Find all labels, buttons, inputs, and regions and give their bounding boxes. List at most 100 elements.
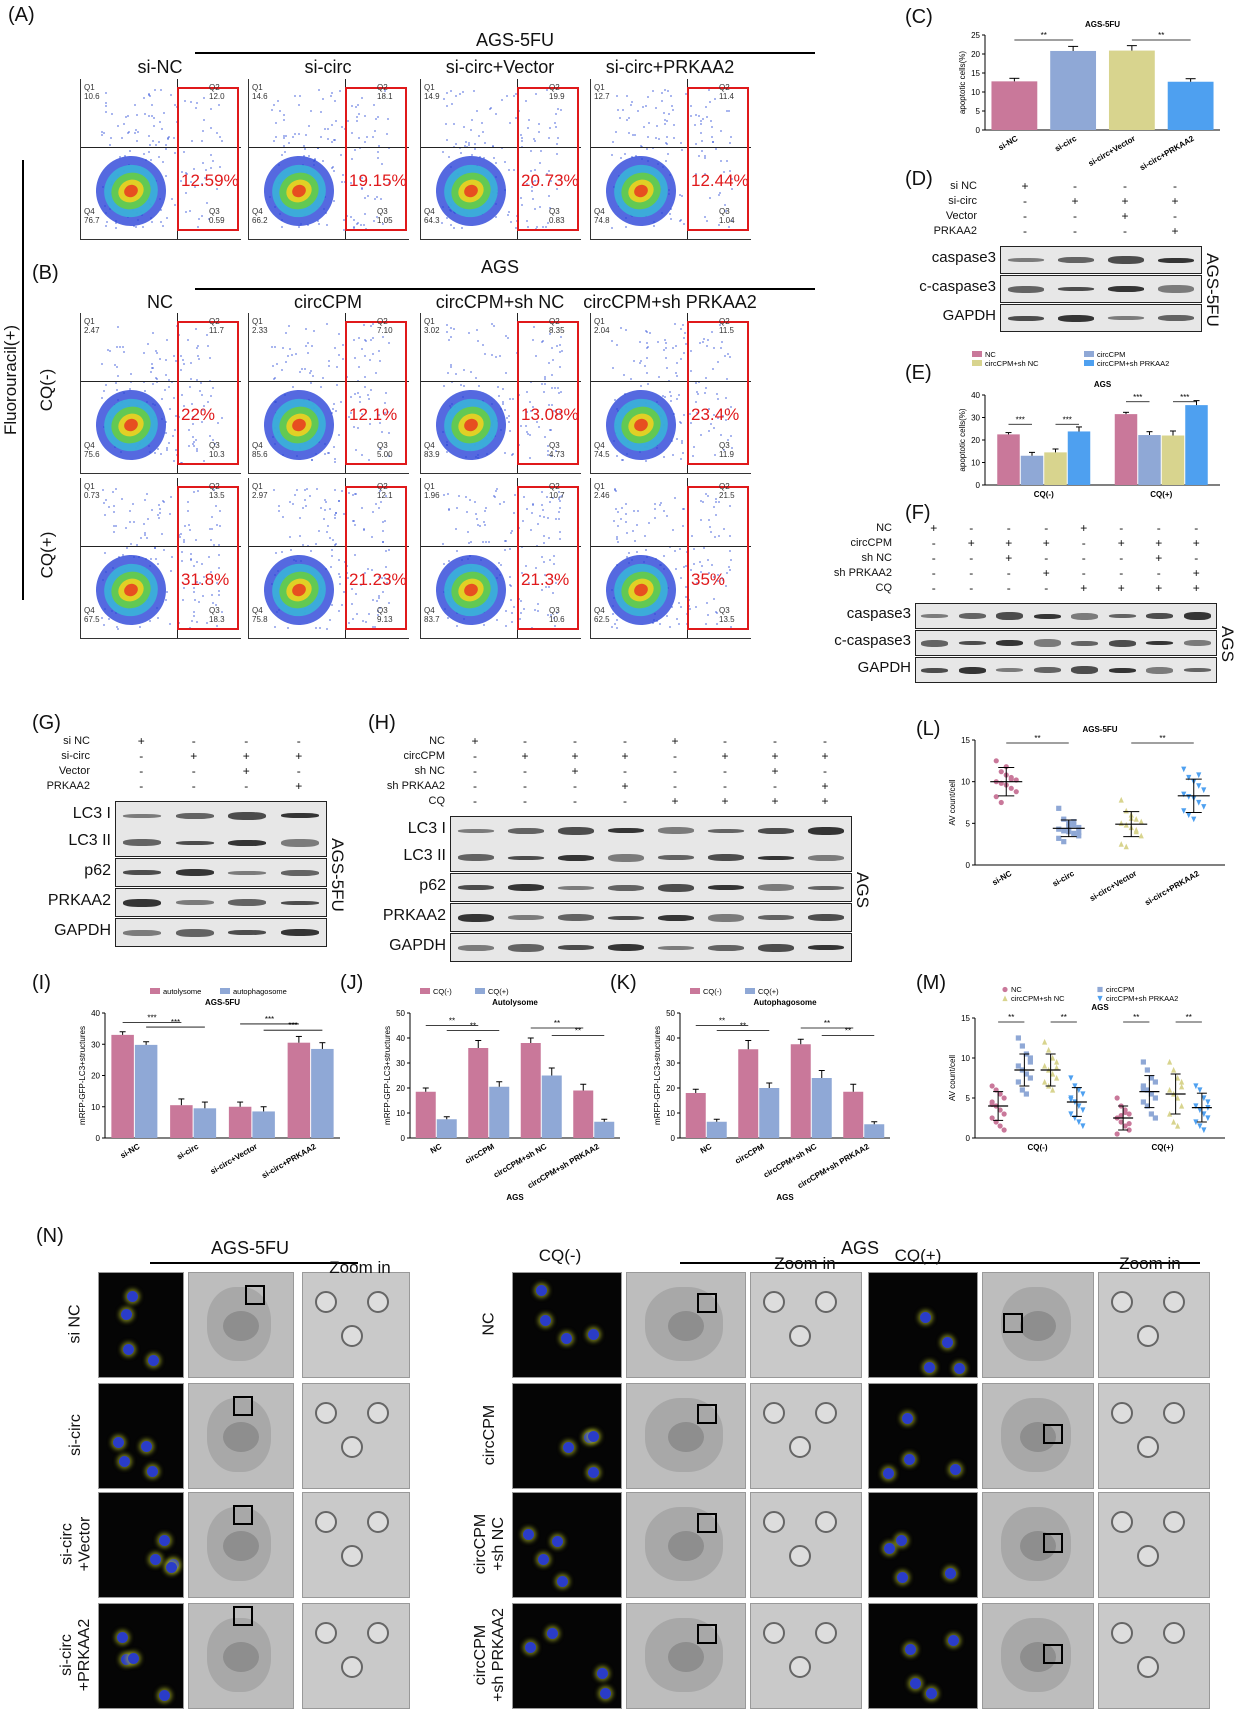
flow-event-dot	[376, 151, 379, 154]
flow-event-dot	[385, 550, 388, 553]
flow-event-dot	[554, 122, 557, 125]
y-tick-label: 0	[976, 481, 981, 490]
protein-band	[1058, 314, 1094, 322]
flow-event-dot	[331, 140, 334, 143]
flow-event-dot	[201, 130, 204, 133]
x-tick-label: si-NC	[997, 134, 1020, 152]
flow-event-dot	[705, 386, 708, 389]
data-point	[1002, 986, 1008, 993]
quadrant-label-q1: Q1 2.46	[594, 482, 610, 500]
flow-event-dot	[559, 495, 562, 498]
quadrant-label-q3: Q3 9.13	[377, 606, 393, 624]
flow-event-dot	[294, 493, 297, 496]
fluorescence-image	[868, 1272, 978, 1378]
blot-membrane	[450, 933, 852, 962]
flow-event-dot	[683, 222, 686, 225]
blot-sign: +	[1021, 179, 1029, 193]
x-tick-label: CQ(+)	[1152, 1143, 1174, 1152]
flow-event-dot	[620, 517, 623, 520]
blot-band-label: LC3 I	[72, 804, 111, 822]
significance-label: ***	[265, 1015, 274, 1024]
flow-event-dot	[317, 89, 320, 92]
flow-event-dot	[555, 581, 558, 584]
flow-event-dot	[189, 361, 192, 364]
flow-event-dot	[685, 586, 688, 589]
flow-event-dot	[483, 141, 486, 144]
flow-event-dot	[713, 506, 716, 509]
flow-event-dot	[729, 435, 732, 438]
flow-event-dot	[555, 413, 558, 416]
flow-event-dot	[157, 503, 160, 506]
flow-event-dot	[544, 378, 547, 381]
flow-event-dot	[532, 197, 535, 200]
flow-event-dot	[287, 626, 290, 629]
data-point	[1175, 1122, 1181, 1129]
blot-membrane	[915, 603, 1217, 629]
flow-event-dot	[535, 226, 538, 229]
flow-event-dot	[679, 458, 682, 461]
data-point	[1001, 1095, 1007, 1101]
legend-swatch	[972, 351, 982, 357]
flow-event-dot	[122, 345, 125, 348]
flow-event-dot	[458, 147, 461, 150]
blot-sign: -	[1044, 521, 1049, 535]
data-point	[1008, 776, 1014, 782]
flow-event-dot	[470, 129, 473, 132]
quadrant-label-q4: Q4 64.3	[424, 207, 440, 225]
flow-event-dot	[122, 123, 125, 126]
blot-band-label: LC3 II	[68, 831, 111, 849]
tem-image	[982, 1272, 1094, 1378]
flow-event-dot	[611, 340, 614, 343]
flow-event-dot	[128, 509, 131, 512]
flow-event-dot	[342, 513, 345, 516]
flow-event-dot	[156, 352, 159, 355]
blot-sign: -	[1023, 209, 1027, 223]
flow-event-dot	[696, 391, 699, 394]
flow-event-dot	[689, 608, 692, 611]
protein-band	[1108, 614, 1136, 618]
flow-event-dot	[723, 448, 726, 451]
zoom-region-box	[697, 1624, 717, 1644]
flow-event-dot	[491, 323, 494, 326]
flow-event-dot	[729, 406, 732, 409]
zoom-region-box	[233, 1505, 253, 1525]
data-point	[1181, 791, 1187, 798]
apoptosis-percent: 23.4%	[691, 405, 740, 424]
flow-event-dot	[520, 611, 523, 614]
flow-event-dot	[202, 119, 205, 122]
blot-side-label-box: AGS	[1217, 603, 1237, 684]
flow-event-dot	[191, 416, 194, 419]
flow-event-dot	[548, 500, 551, 503]
flow-event-dot	[616, 108, 619, 111]
flow-event-dot	[147, 342, 150, 345]
flow-event-dot	[164, 359, 167, 362]
flow-event-dot	[364, 375, 367, 378]
flow-event-dot	[645, 330, 648, 333]
legend-label: autophagosome	[233, 987, 287, 996]
flow-event-dot	[641, 105, 644, 108]
flow-event-dot	[361, 619, 364, 622]
flow-event-dot	[475, 512, 478, 515]
flow-event-dot	[558, 351, 561, 354]
quadrant-label-q4: Q4 75.6	[84, 441, 100, 459]
flow-event-dot	[611, 227, 614, 230]
flow-event-dot	[149, 94, 152, 97]
flow-event-dot	[352, 520, 355, 523]
data-point	[997, 1091, 1003, 1097]
tem-zoom-image	[750, 1272, 862, 1378]
flow-event-dot	[627, 552, 630, 555]
flow-event-dot	[274, 376, 277, 379]
flow-event-dot	[285, 361, 288, 364]
data-point	[1056, 835, 1062, 841]
flow-event-dot	[343, 591, 346, 594]
flow-event-dot	[338, 353, 341, 356]
flow-event-dot	[652, 89, 655, 92]
quadrant-label-q3: Q3 18.3	[209, 606, 225, 624]
bar	[811, 1078, 832, 1138]
cell-nucleus-em	[223, 1642, 259, 1672]
flow-event-dot	[616, 510, 619, 513]
data-point	[1118, 1119, 1124, 1125]
flow-event-dot	[174, 103, 177, 106]
flow-event-dot	[350, 215, 353, 218]
data-point	[1042, 1078, 1048, 1085]
